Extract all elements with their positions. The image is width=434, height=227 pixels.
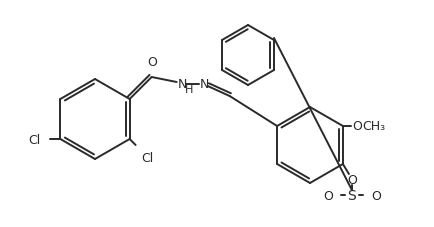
- Text: N: N: [200, 77, 209, 90]
- Text: CH₃: CH₃: [362, 120, 385, 133]
- Text: N: N: [178, 77, 187, 90]
- Text: Cl: Cl: [141, 151, 154, 164]
- Text: O: O: [347, 173, 357, 186]
- Text: O: O: [148, 56, 158, 69]
- Text: Cl: Cl: [28, 133, 40, 146]
- Text: H: H: [184, 85, 193, 95]
- Text: S: S: [348, 188, 356, 202]
- Text: O: O: [323, 189, 333, 202]
- Text: O: O: [371, 189, 381, 202]
- Text: O: O: [352, 120, 362, 133]
